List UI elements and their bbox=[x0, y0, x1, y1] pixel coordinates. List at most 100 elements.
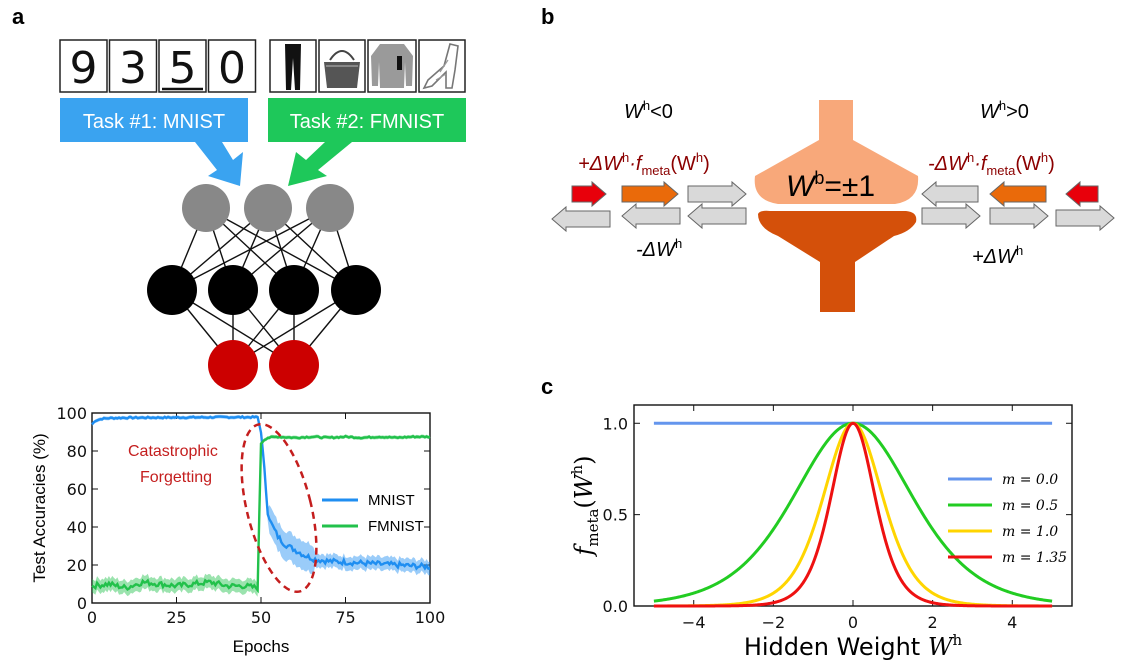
x-tick-label: −4 bbox=[682, 613, 706, 632]
x-tick-label: 0 bbox=[87, 608, 97, 627]
fmnist-samples bbox=[269, 39, 466, 93]
trousers-icon bbox=[269, 39, 317, 93]
x-tick-label: −2 bbox=[762, 613, 786, 632]
mnist-digit: 9 bbox=[70, 43, 98, 94]
bag-icon bbox=[318, 39, 366, 93]
input-neuron bbox=[244, 184, 292, 232]
y-tick-label: 0.0 bbox=[603, 597, 628, 616]
panel-b-label: b bbox=[541, 4, 554, 29]
y-tick-label: 0 bbox=[77, 594, 87, 613]
hidden-neuron bbox=[269, 265, 319, 315]
x-axis-label-var: W bbox=[928, 633, 955, 661]
y-axis-label: Test Accuracies (%) bbox=[30, 433, 49, 582]
x-axis-label-sup: h bbox=[953, 631, 963, 649]
left-plain-update: -ΔWh bbox=[636, 236, 682, 261]
legend-label: m = 1.35 bbox=[1002, 550, 1067, 566]
task1-arrow-icon bbox=[195, 142, 243, 186]
right-plain-update: +ΔWh bbox=[972, 243, 1023, 268]
curve-m05 bbox=[653, 421, 1053, 603]
neural-network bbox=[147, 184, 381, 390]
hidden-neuron bbox=[147, 265, 197, 315]
network-edge bbox=[171, 207, 331, 291]
left-condition: Wh<0 bbox=[624, 98, 673, 123]
update-arrows bbox=[551, 180, 1115, 233]
red-arrow-icon bbox=[1065, 180, 1099, 208]
y-tick-label: 80 bbox=[67, 442, 87, 461]
panel-a-label: a bbox=[12, 4, 25, 29]
legend-label: MNIST bbox=[368, 492, 415, 509]
y-tick-label: 20 bbox=[67, 556, 87, 575]
input-neuron bbox=[182, 184, 230, 232]
x-tick-label: 4 bbox=[1007, 613, 1017, 632]
series-line-fmnist bbox=[91, 434, 431, 594]
y-axis-label-sub: meta bbox=[584, 509, 602, 547]
legend-label: m = 0.5 bbox=[1002, 498, 1058, 514]
grey-arrow-icon bbox=[621, 202, 681, 230]
series-line-mnist bbox=[91, 415, 431, 571]
y-tick-label: 40 bbox=[67, 518, 87, 537]
right-meta-update: -ΔWh·fmeta(Wh) bbox=[928, 150, 1055, 178]
annotation-line2: Forgetting bbox=[140, 469, 212, 486]
x-tick-label: 2 bbox=[928, 613, 938, 632]
legend-label: m = 1.0 bbox=[1002, 524, 1058, 540]
center-w: Wb=±1 bbox=[786, 168, 875, 203]
grey-arrow-icon bbox=[921, 202, 981, 230]
task1-banner: Task #1: MNIST bbox=[60, 98, 248, 142]
y-tick-label: 100 bbox=[56, 404, 87, 423]
task2-banner: Task #2: FMNIST bbox=[268, 98, 466, 142]
orange-arrow-icon bbox=[621, 180, 679, 208]
mnist-tile bbox=[59, 39, 108, 93]
mnist-digit: 0 bbox=[218, 43, 246, 94]
series-band-mnist bbox=[92, 414, 430, 576]
y-tick-label: 0.5 bbox=[603, 506, 628, 525]
x-tick-label: 25 bbox=[166, 608, 186, 627]
y-axis-label-arg: ( bbox=[570, 499, 598, 508]
mnist-tile bbox=[207, 39, 257, 93]
hidden-neuron bbox=[208, 265, 258, 315]
grey-arrow-icon bbox=[989, 202, 1049, 230]
funnel-diagram bbox=[754, 100, 919, 312]
legend-label: m = 0.0 bbox=[1002, 472, 1058, 488]
y-axis-label-sup: h bbox=[568, 465, 586, 475]
curve-m135 bbox=[653, 421, 1053, 608]
funnel-top-shape bbox=[754, 100, 919, 204]
y-axis-label: fmeta(Wh) bbox=[568, 455, 602, 557]
grey-arrow-icon bbox=[687, 202, 747, 230]
x-tick-label: 50 bbox=[251, 608, 271, 627]
mnist-tile bbox=[108, 39, 158, 93]
output-neuron bbox=[208, 340, 258, 390]
x-tick-label: 0 bbox=[848, 613, 858, 632]
annotation-line1: Catastrophic bbox=[128, 443, 218, 460]
pullover-icon bbox=[367, 39, 417, 93]
curve-m10 bbox=[653, 421, 1053, 608]
input-neuron bbox=[306, 184, 354, 232]
sandal-icon bbox=[418, 39, 466, 93]
task2-label: Task #2: FMNIST bbox=[290, 111, 444, 133]
y-axis-label-w: W bbox=[570, 472, 598, 499]
forgetting-ellipse bbox=[240, 422, 318, 594]
mnist-digit: 5 bbox=[169, 43, 197, 94]
y-axis-label-close: ) bbox=[570, 455, 598, 464]
x-axis-label: Hidden Weight Wh bbox=[744, 631, 963, 661]
x-tick-label: 100 bbox=[415, 608, 446, 627]
task1-label: Task #1: MNIST bbox=[83, 111, 225, 133]
orange-arrow-icon bbox=[989, 180, 1047, 208]
left-meta-update: +ΔWh·fmeta(Wh) bbox=[578, 150, 710, 178]
x-tick-label: 75 bbox=[335, 608, 355, 627]
legend-label: FMNIST bbox=[368, 518, 424, 535]
grey-arrow-icon bbox=[551, 205, 611, 233]
x-axis-label-text: Hidden Weight bbox=[744, 633, 928, 661]
grey-arrow-icon bbox=[687, 180, 747, 208]
grey-arrow-icon bbox=[921, 180, 979, 208]
hidden-neuron bbox=[331, 265, 381, 315]
grey-arrow-icon bbox=[1055, 204, 1115, 232]
y-tick-label: 1.0 bbox=[603, 414, 628, 433]
right-condition: Wh>0 bbox=[980, 98, 1029, 123]
red-arrow-icon bbox=[571, 180, 607, 208]
output-neuron bbox=[269, 340, 319, 390]
funnel-bottom-shape bbox=[758, 210, 917, 312]
task2-arrow-icon bbox=[288, 142, 352, 186]
y-tick-label: 60 bbox=[67, 480, 87, 499]
